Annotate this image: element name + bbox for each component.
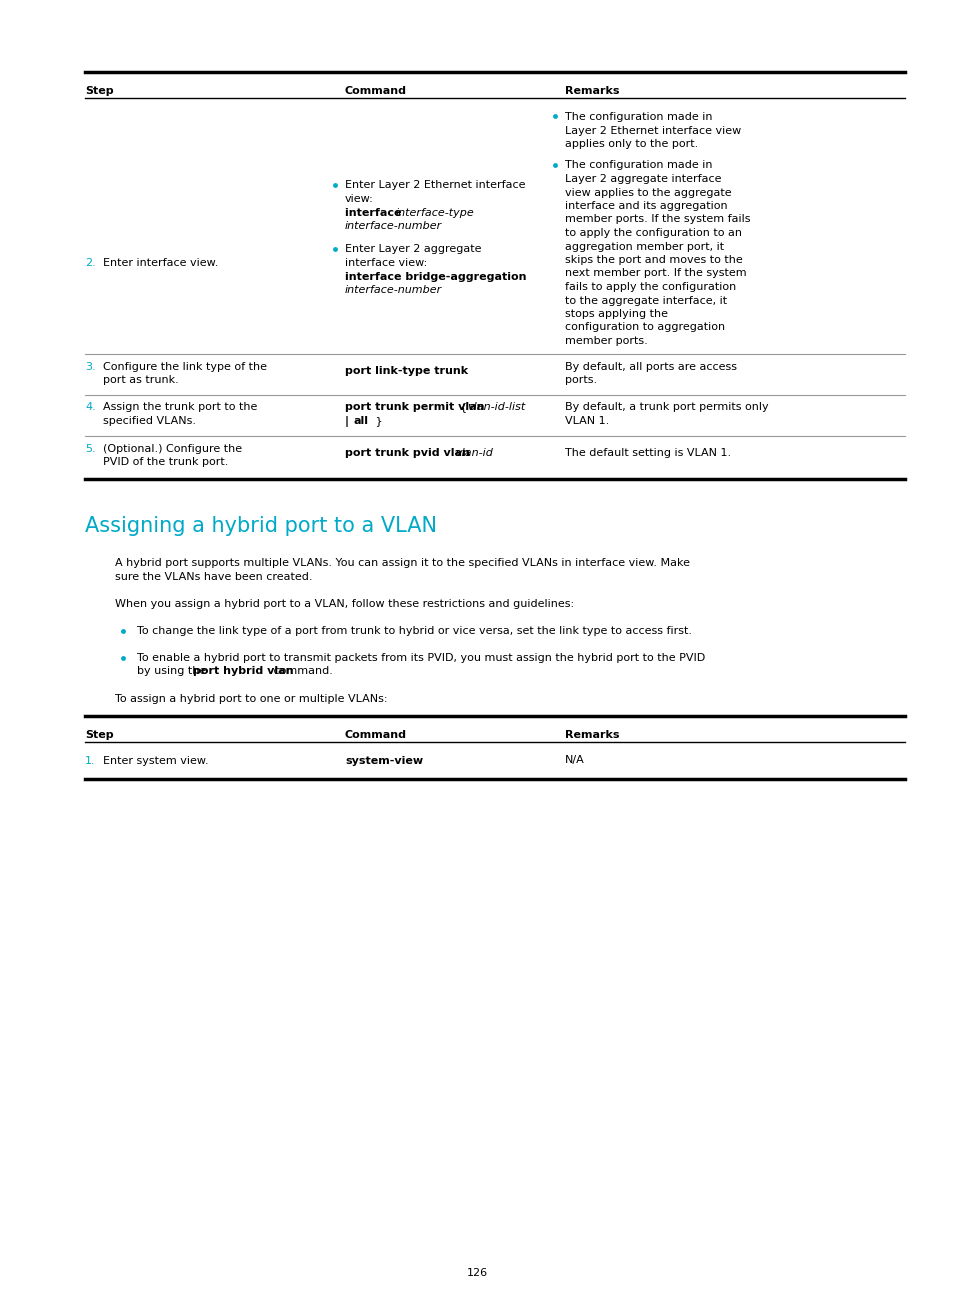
Text: skips the port and moves to the: skips the port and moves to the — [564, 255, 742, 264]
Text: The configuration made in: The configuration made in — [564, 161, 712, 171]
Text: 126: 126 — [466, 1267, 487, 1278]
Text: view:: view: — [345, 194, 374, 203]
Text: Layer 2 aggregate interface: Layer 2 aggregate interface — [564, 174, 720, 184]
Text: To assign a hybrid port to one or multiple VLANs:: To assign a hybrid port to one or multip… — [115, 693, 387, 704]
Text: interface view:: interface view: — [345, 258, 427, 268]
Text: system-view: system-view — [345, 756, 423, 766]
Text: interface-number: interface-number — [345, 222, 442, 231]
Text: Enter Layer 2 aggregate: Enter Layer 2 aggregate — [345, 245, 481, 254]
Text: interface and its aggregation: interface and its aggregation — [564, 201, 727, 211]
Text: By default, all ports are access: By default, all ports are access — [564, 362, 737, 372]
Text: 4.: 4. — [85, 403, 95, 412]
Text: port trunk pvid vlan: port trunk pvid vlan — [345, 447, 474, 457]
Text: 5.: 5. — [85, 443, 95, 454]
Text: Enter system view.: Enter system view. — [103, 756, 209, 766]
Text: To change the link type of a port from trunk to hybrid or vice versa, set the li: To change the link type of a port from t… — [137, 626, 691, 636]
Text: vlan-id: vlan-id — [455, 447, 493, 457]
Text: A hybrid port supports multiple VLANs. You can assign it to the specified VLANs : A hybrid port supports multiple VLANs. Y… — [115, 559, 689, 569]
Text: Assign the trunk port to the: Assign the trunk port to the — [103, 403, 257, 412]
Text: sure the VLANs have been created.: sure the VLANs have been created. — [115, 572, 313, 582]
Text: Configure the link type of the: Configure the link type of the — [103, 362, 267, 372]
Text: interface-number: interface-number — [345, 285, 442, 295]
Text: to apply the configuration to an: to apply the configuration to an — [564, 228, 741, 238]
Text: Enter Layer 2 Ethernet interface: Enter Layer 2 Ethernet interface — [345, 180, 525, 191]
Text: port hybrid vlan: port hybrid vlan — [193, 666, 294, 677]
Text: by using the: by using the — [137, 666, 210, 677]
Text: interface-type: interface-type — [395, 207, 475, 218]
Text: N/A: N/A — [564, 756, 584, 766]
Text: to the aggregate interface, it: to the aggregate interface, it — [564, 295, 726, 306]
Text: interface bridge-aggregation: interface bridge-aggregation — [345, 271, 526, 281]
Text: Remarks: Remarks — [564, 86, 618, 96]
Text: next member port. If the system: next member port. If the system — [564, 268, 746, 279]
Text: |: | — [345, 416, 353, 426]
Text: specified VLANs.: specified VLANs. — [103, 416, 195, 426]
Text: The configuration made in: The configuration made in — [564, 111, 712, 122]
Text: port trunk permit vlan: port trunk permit vlan — [345, 403, 488, 412]
Text: }: } — [372, 416, 382, 426]
Text: vlan-id-list: vlan-id-list — [467, 403, 525, 412]
Text: To enable a hybrid port to transmit packets from its PVID, you must assign the h: To enable a hybrid port to transmit pack… — [137, 653, 704, 664]
Text: Enter interface view.: Enter interface view. — [103, 258, 218, 268]
Text: 1.: 1. — [85, 756, 95, 766]
Text: port link-type trunk: port link-type trunk — [345, 365, 468, 376]
Text: Step: Step — [85, 86, 113, 96]
Text: port as trunk.: port as trunk. — [103, 375, 178, 385]
Text: all: all — [354, 416, 369, 426]
Text: member ports. If the system fails: member ports. If the system fails — [564, 215, 750, 224]
Text: PVID of the trunk port.: PVID of the trunk port. — [103, 457, 228, 467]
Text: Command: Command — [345, 86, 407, 96]
Text: interface: interface — [345, 207, 405, 218]
Text: ports.: ports. — [564, 375, 597, 385]
Text: 2.: 2. — [85, 258, 95, 268]
Text: Step: Step — [85, 730, 113, 740]
Text: view applies to the aggregate: view applies to the aggregate — [564, 188, 731, 197]
Text: When you assign a hybrid port to a VLAN, follow these restrictions and guideline: When you assign a hybrid port to a VLAN,… — [115, 599, 574, 609]
Text: The default setting is VLAN 1.: The default setting is VLAN 1. — [564, 447, 730, 457]
Text: stops applying the: stops applying the — [564, 308, 667, 319]
Text: Layer 2 Ethernet interface view: Layer 2 Ethernet interface view — [564, 126, 740, 136]
Text: command.: command. — [270, 666, 333, 677]
Text: fails to apply the configuration: fails to apply the configuration — [564, 283, 736, 292]
Text: configuration to aggregation: configuration to aggregation — [564, 323, 724, 333]
Text: Assigning a hybrid port to a VLAN: Assigning a hybrid port to a VLAN — [85, 517, 436, 537]
Text: Command: Command — [345, 730, 407, 740]
Text: applies only to the port.: applies only to the port. — [564, 139, 698, 149]
Text: (Optional.) Configure the: (Optional.) Configure the — [103, 443, 242, 454]
Text: Remarks: Remarks — [564, 730, 618, 740]
Text: VLAN 1.: VLAN 1. — [564, 416, 609, 426]
Text: member ports.: member ports. — [564, 336, 647, 346]
Text: 3.: 3. — [85, 362, 95, 372]
Text: aggregation member port, it: aggregation member port, it — [564, 241, 723, 251]
Text: {: { — [459, 403, 470, 412]
Text: By default, a trunk port permits only: By default, a trunk port permits only — [564, 403, 768, 412]
